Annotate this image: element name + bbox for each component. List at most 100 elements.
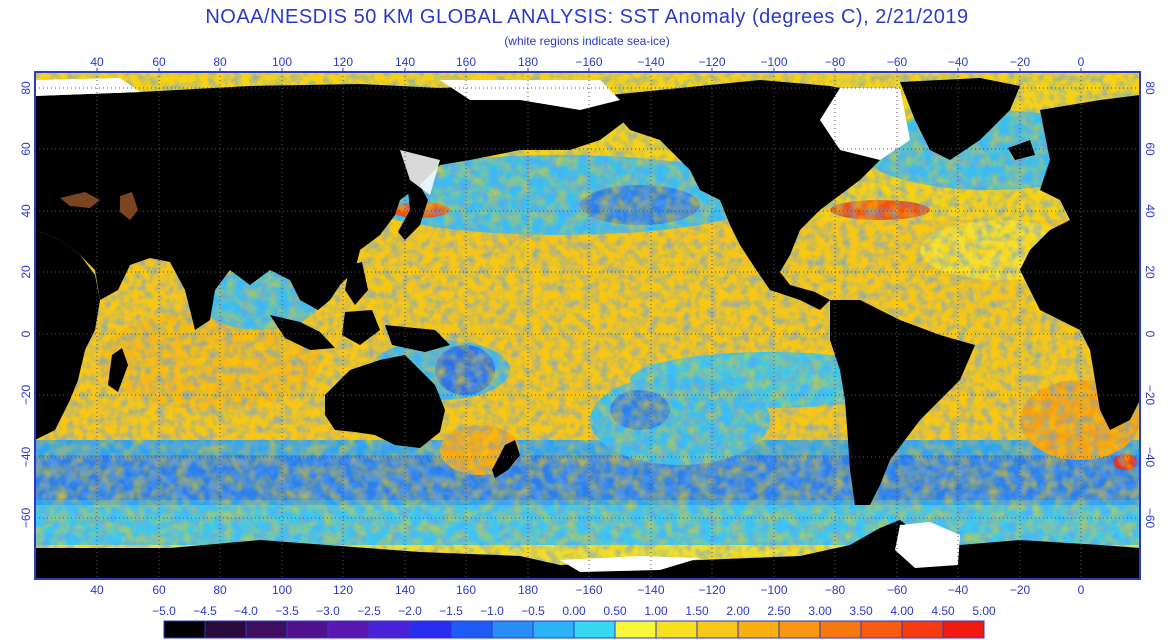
colorbar-swatch [450, 620, 493, 639]
colorbar-label: 3.00 [808, 604, 832, 618]
top-lon-label: −20 [1010, 55, 1031, 69]
colorbar-swatch [491, 620, 534, 639]
left-lat-label: −60 [19, 507, 33, 528]
top-lon-label: 40 [90, 55, 104, 69]
colorbar-swatch [655, 620, 698, 639]
bottom-lon-label: −160 [575, 583, 602, 597]
top-lon-label: 160 [456, 55, 476, 69]
colorbar-label: −1.5 [439, 604, 463, 618]
colorbar-swatch [614, 620, 657, 639]
colorbar-label: −4.0 [234, 604, 258, 618]
colorbar-swatch [942, 620, 985, 639]
bottom-lon-label: −40 [948, 583, 969, 597]
top-lon-label: 120 [333, 55, 353, 69]
right-lat-label: 80 [1143, 81, 1157, 95]
colorbar-swatch [286, 620, 329, 639]
left-lat-label: 0 [19, 330, 33, 337]
top-lon-label: −160 [575, 55, 602, 69]
colorbar-label: 4.50 [931, 604, 955, 618]
top-lon-label: 100 [272, 55, 292, 69]
colorbar-label: 0.00 [562, 604, 586, 618]
colorbar-swatch [819, 620, 862, 639]
right-lat-label: −40 [1143, 447, 1157, 468]
colorbar-swatch [696, 620, 739, 639]
top-ticks [96, 68, 1082, 72]
bottom-lon-label: 0 [1078, 583, 1085, 597]
colorbar-swatch [573, 620, 616, 639]
bottom-lon-label: 80 [213, 583, 227, 597]
colorbar-label: 2.00 [726, 604, 750, 618]
map-frame [34, 71, 1141, 580]
bottom-lon-label: 100 [272, 583, 292, 597]
top-lon-label: −80 [825, 55, 846, 69]
bottom-lon-label: 60 [152, 583, 166, 597]
top-lon-label: −40 [948, 55, 969, 69]
top-lon-label: 80 [213, 55, 227, 69]
right-lat-label: 40 [1143, 204, 1157, 218]
bottom-lon-label: −60 [887, 583, 908, 597]
colorbar-label: −2.0 [398, 604, 422, 618]
top-lon-label: 0 [1078, 55, 1085, 69]
right-lat-label: 60 [1143, 142, 1157, 156]
left-lat-label: 20 [19, 265, 33, 279]
colorbar-label: −3.0 [316, 604, 340, 618]
top-lon-label: 140 [395, 55, 415, 69]
antarctica [35, 520, 1140, 579]
south-america [830, 300, 975, 505]
colorbar-swatch [532, 620, 575, 639]
left-lat-label: 60 [19, 142, 33, 156]
colorbar-label: −0.5 [521, 604, 545, 618]
colorbar-swatch [245, 620, 288, 639]
sst-field [35, 72, 1140, 579]
bottom-lon-label: −120 [698, 583, 725, 597]
top-lon-label: −100 [760, 55, 787, 69]
top-lon-label: −120 [698, 55, 725, 69]
map-subtitle: (white regions indicate sea-ice) [504, 34, 670, 48]
colorbar-swatch [737, 620, 780, 639]
colorbar-swatch [204, 620, 247, 639]
colorbar-label: 0.50 [603, 604, 627, 618]
colorbar-swatch [778, 620, 821, 639]
bottom-lon-label: 120 [333, 583, 353, 597]
colorbar: −5.0 −4.5 −4.0 −3.5 −3.0 −2.5 −2.0 −1.5 −1.0 −0.5… [152, 604, 996, 639]
left-lat-label: −40 [19, 446, 33, 467]
north-america [600, 80, 900, 310]
top-longitude-labels: 40 60 80 100 120 140 160 180 −160 −140 −… [90, 55, 1084, 69]
colorbar-label: 4.00 [890, 604, 914, 618]
colorbar-label: 5.00 [972, 604, 996, 618]
bottom-lon-label: 40 [90, 583, 104, 597]
eurasia [35, 84, 640, 330]
colorbar-label: −5.0 [152, 604, 176, 618]
left-lat-label: −20 [19, 384, 33, 405]
colorbar-label: −1.0 [480, 604, 504, 618]
colorbar-label: 2.50 [767, 604, 791, 618]
colorbar-label: −2.5 [357, 604, 381, 618]
australia [325, 355, 445, 448]
map-title: NOAA/NESDIS 50 KM GLOBAL ANALYSIS: SST A… [205, 6, 969, 28]
colorbar-label: 1.50 [685, 604, 709, 618]
europe-africa [1020, 95, 1140, 430]
right-lat-label: 20 [1143, 265, 1157, 279]
graticule [35, 72, 1140, 579]
africa-east [35, 230, 100, 440]
left-latitude-labels: 80 60 40 20 0 −20 −40 −60 [19, 81, 33, 528]
bottom-lon-label: 180 [518, 583, 538, 597]
colorbar-swatch [368, 620, 411, 639]
colorbar-label: 1.00 [644, 604, 668, 618]
bottom-lon-label: −20 [1010, 583, 1031, 597]
left-lat-label: 80 [19, 81, 33, 95]
right-lat-label: −60 [1143, 508, 1157, 529]
top-lon-label: −60 [887, 55, 908, 69]
colorbar-swatch [860, 620, 903, 639]
colorbar-label: −4.5 [193, 604, 217, 618]
colorbar-label: 3.50 [849, 604, 873, 618]
greenland [900, 78, 1020, 160]
right-lat-label: −20 [1143, 385, 1157, 406]
colorbar-swatch [163, 620, 206, 639]
right-latitude-labels: 80 60 40 20 0 −20 −40 −60 [1143, 81, 1157, 528]
bottom-longitude-labels: 40 60 80 100 120 140 160 180 −160 −140 −… [90, 583, 1084, 597]
bottom-lon-label: 160 [456, 583, 476, 597]
colorbar-swatch [327, 620, 370, 639]
right-lat-label: 0 [1143, 331, 1157, 338]
